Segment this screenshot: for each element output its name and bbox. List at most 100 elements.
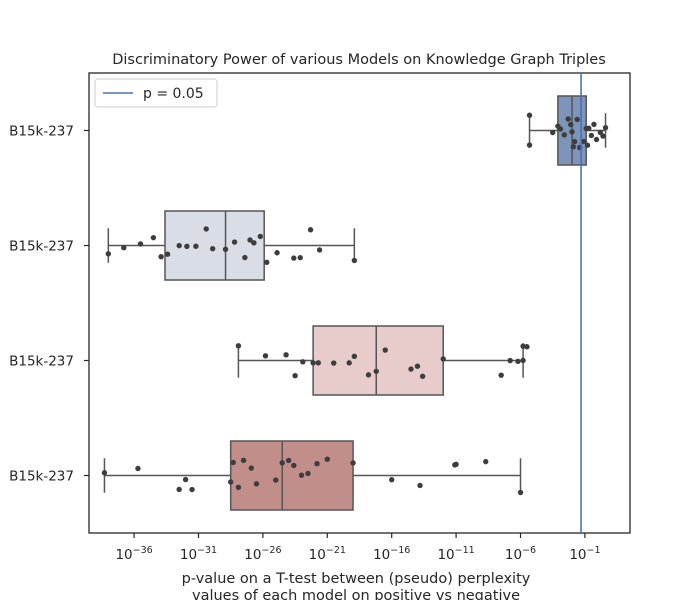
data-point [351, 257, 358, 264]
legend-label: p = 0.05 [143, 86, 204, 102]
legend-box [94, 78, 218, 108]
data-point [346, 360, 352, 366]
data-point [517, 489, 524, 496]
data-point [331, 360, 337, 366]
data-point [227, 479, 234, 485]
points-layer [101, 112, 609, 496]
data-point [389, 476, 395, 483]
data-point [253, 481, 260, 487]
data-point [305, 470, 311, 477]
x-ticks: 10−36 10−31 10−26 10−21 10−16 10−11 10−6 10−1 [115, 533, 601, 563]
x-axis-label-line-2: values of each model on positive vs nega… [192, 588, 520, 600]
data-point [520, 343, 526, 349]
data-point [382, 347, 388, 353]
data-point [580, 138, 587, 145]
data-point [264, 259, 270, 266]
data-point [257, 233, 264, 240]
data-point [565, 116, 571, 122]
data-point [417, 482, 423, 489]
data-point [568, 121, 574, 128]
data-point [150, 234, 157, 241]
x-tick-label: 10−31 [180, 545, 217, 563]
legend: p = 0.05 [94, 78, 218, 108]
data-point [373, 368, 379, 374]
data-point [561, 132, 568, 138]
data-point [279, 460, 285, 466]
data-point [588, 132, 595, 139]
data-point [164, 251, 171, 257]
data-point [602, 125, 609, 131]
data-point [193, 243, 199, 249]
data-point [591, 121, 597, 128]
data-point [307, 227, 314, 233]
data-point [273, 477, 279, 483]
data-point [365, 372, 372, 378]
data-point [240, 457, 247, 463]
data-point [135, 465, 141, 472]
chart-title: Discriminatory Power of various Models o… [112, 52, 606, 68]
x-axis-label-line-1: p-value on a T-test between (pseudo) per… [182, 571, 531, 587]
y-tick-label: B15k-237 [9, 354, 74, 370]
data-point [209, 245, 216, 252]
data-point [158, 253, 164, 260]
data-point [483, 458, 489, 465]
data-point [298, 472, 305, 478]
data-point [231, 239, 238, 245]
plot-area [88, 72, 631, 534]
data-point [515, 358, 521, 365]
x-tick-label: 10−16 [373, 545, 410, 563]
data-point [408, 366, 414, 372]
data-point [101, 470, 108, 476]
x-tick-label: 10−21 [309, 545, 346, 563]
data-point [414, 363, 421, 369]
data-point [315, 360, 321, 366]
x-tick-label: 10−6 [505, 545, 536, 563]
data-point [105, 251, 112, 257]
data-point [251, 240, 257, 246]
data-point [440, 356, 446, 362]
data-point [274, 250, 280, 256]
data-point [600, 133, 606, 139]
data-point [520, 357, 526, 364]
y-tick-label: B15k-237 [9, 469, 74, 485]
data-point [297, 254, 303, 261]
data-point [248, 465, 254, 471]
data-point [526, 142, 533, 148]
y-tick-label: B15k-237 [9, 239, 74, 255]
data-point [351, 353, 358, 359]
data-point [507, 357, 513, 364]
data-point [526, 112, 533, 118]
data-point [230, 459, 236, 466]
data-point [137, 241, 144, 247]
box-2 [312, 325, 444, 396]
data-point [498, 372, 504, 378]
x-tick-label: 10−1 [569, 545, 600, 563]
data-point [182, 476, 189, 483]
x-tick-label: 10−11 [437, 545, 474, 563]
data-point [291, 255, 297, 261]
data-point [176, 242, 182, 249]
data-point [242, 254, 248, 261]
y-ticks: B15k-237 B15k-237 B15k-237 B15k-237 [9, 124, 89, 485]
data-point [285, 457, 292, 464]
data-point [291, 462, 297, 469]
data-point [324, 456, 330, 462]
data-point [550, 129, 556, 136]
data-point [569, 129, 575, 135]
data-point [189, 486, 195, 493]
data-point [557, 126, 564, 132]
data-point [121, 245, 127, 251]
data-point [570, 144, 577, 150]
data-point [222, 246, 229, 253]
data-point [184, 243, 190, 250]
data-point [584, 142, 591, 148]
data-point [176, 486, 182, 493]
x-tick-label: 10−26 [244, 545, 281, 563]
data-point [300, 359, 306, 365]
box-3 [229, 440, 354, 511]
data-point [316, 247, 323, 253]
data-point [574, 116, 580, 123]
data-point [262, 353, 269, 359]
y-tick-label: B15k-237 [9, 124, 74, 140]
